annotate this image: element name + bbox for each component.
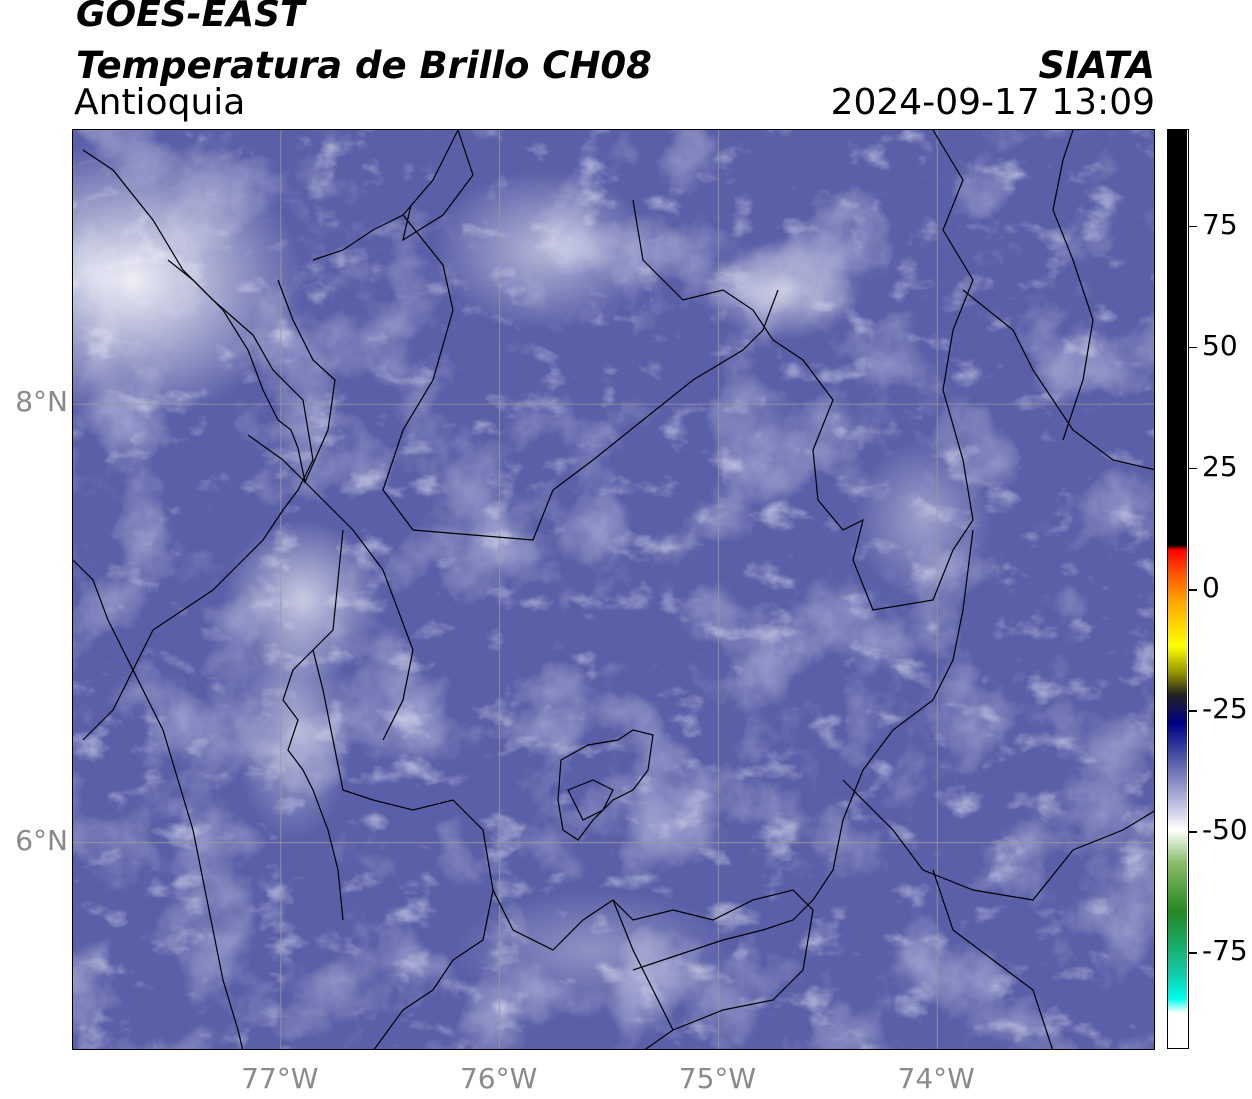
colorbar-tick-label: 50 xyxy=(1202,328,1238,362)
colorbar-gradient xyxy=(1168,130,1187,1047)
boundaries xyxy=(73,130,1154,1049)
colorbar-tick-label: 75 xyxy=(1202,207,1238,241)
satellite-map xyxy=(72,129,1155,1050)
river-atrato xyxy=(282,529,344,921)
colorbar-tick-mark xyxy=(1189,467,1197,470)
colorbar-tick-label: 25 xyxy=(1202,449,1238,483)
colorbar-tick-mark xyxy=(1189,225,1197,228)
product-title: Temperatura de Brillo CH08 xyxy=(76,44,652,87)
colorbar-tick-label: -50 xyxy=(1202,813,1248,847)
coastline-gulf xyxy=(167,259,336,484)
department-boundary-north xyxy=(312,130,474,261)
longitude-tick-label: 75°W xyxy=(678,1062,757,1095)
region-label: Antioquia xyxy=(74,82,246,123)
longitude-tick-label: 76°W xyxy=(459,1062,538,1095)
map-canvas xyxy=(73,130,1154,1049)
colorbar xyxy=(1167,129,1189,1049)
cloud-mass-southwest xyxy=(233,620,353,840)
department-boundary-east xyxy=(842,130,1154,1049)
longitude-tick-label: 77°W xyxy=(241,1062,319,1095)
colorbar-tick-mark xyxy=(1189,589,1197,591)
latitude-tick-label: 8°N xyxy=(15,385,68,419)
colorbar-tick-label: -25 xyxy=(1202,692,1248,726)
department-boundary-santander xyxy=(632,289,1154,971)
colorbar-tick-mark xyxy=(1189,952,1197,954)
department-boundary-choco xyxy=(373,889,674,1049)
timestamp-label: 2024-09-17 13:09 xyxy=(830,82,1155,123)
cloud-mass-north xyxy=(433,170,653,330)
colorbar-tick-mark xyxy=(1189,346,1197,349)
coastline-uraba xyxy=(82,149,314,741)
organization-label: SIATA xyxy=(1038,44,1155,87)
department-boundary-cordoba xyxy=(247,214,779,741)
valle-aburra-boundary xyxy=(557,729,654,841)
cloud-mass-northeast xyxy=(703,240,863,340)
colorbar-tick-mark xyxy=(1189,831,1197,833)
department-boundary-caldas xyxy=(312,649,814,1049)
satellite-title: GOES-EAST xyxy=(76,0,305,35)
colorbar-tick-label: 0 xyxy=(1202,571,1220,604)
colorbar-tick-mark xyxy=(1189,710,1197,712)
longitude-tick-label: 74°W xyxy=(897,1062,975,1095)
colorbar-tick-label: -75 xyxy=(1202,934,1248,968)
cloud-mass-northwest xyxy=(73,140,303,420)
cloud-mass-south xyxy=(453,890,733,1010)
cloud-mass-east xyxy=(853,440,993,600)
coastline-pacific xyxy=(73,559,244,1049)
department-boundary-bolivar xyxy=(632,130,974,611)
latitude-tick-label: 6°N xyxy=(15,823,68,857)
